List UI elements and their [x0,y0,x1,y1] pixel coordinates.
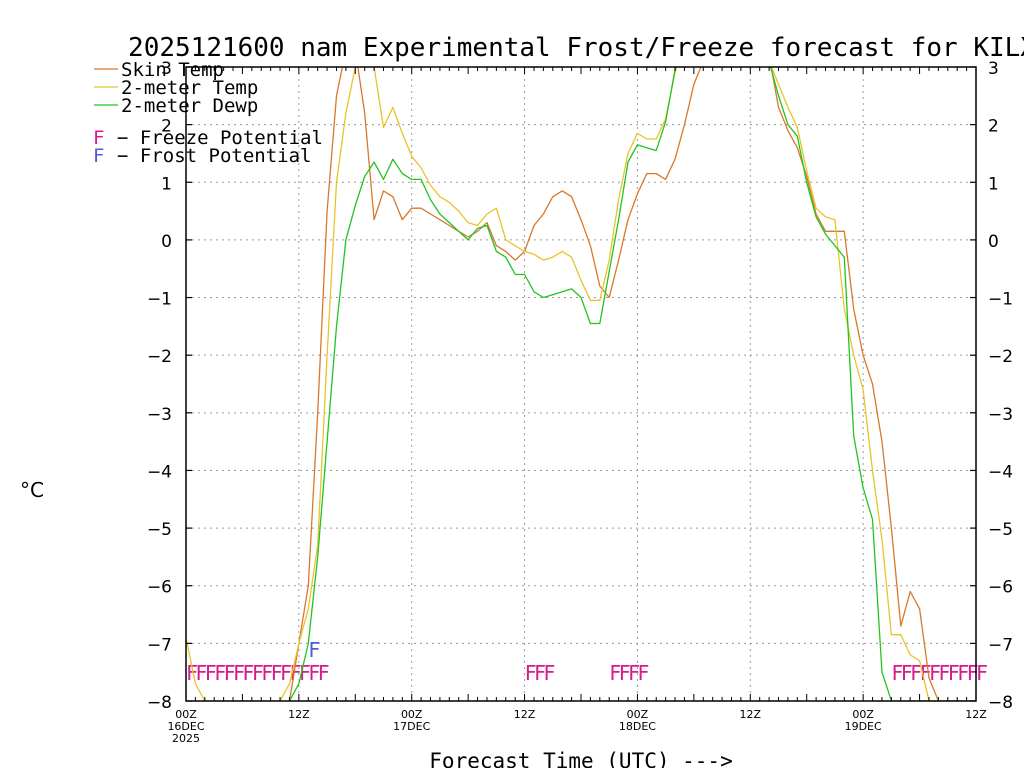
legend-freeze-glyph: F [93,127,104,149]
freeze-flag-6: F [242,661,254,685]
y-tick-label-left-11: −8 [147,693,172,713]
x-tick-label-3: 12Z [514,708,536,721]
y-tick-label-left-3: 0 [161,232,172,252]
y-tick-label-right-5: −2 [988,347,1013,367]
chart-title: 2025121600 nam Experimental Frost/Freeze… [128,33,1024,63]
y-tick-label-right-10: −7 [988,635,1013,655]
y-tick-label-right-8: −5 [988,520,1013,540]
x-tick-date-2: 17DEC [393,720,430,733]
y-tick-label-left-4: −1 [147,290,172,310]
x-tick-date-6: 19DEC [845,720,882,733]
y-tick-label-right-4: −1 [988,290,1013,310]
legend: Skin Temp 2-meter Temp 2-meter Dewp F − … [93,59,323,167]
x-tick-label-4: 00Z [627,708,649,721]
legend-label-2m-temp: 2-meter Temp [121,77,258,99]
freeze-flag-13: F [308,661,320,685]
frost-flag-0: F [308,638,320,662]
y-tick-label-left-5: −2 [147,347,172,367]
freeze-flag-31: F [976,661,988,685]
x-tick-label-2: 00Z [401,708,423,721]
y-tick-label-right-6: −3 [988,405,1013,425]
freeze-flag-1: F [195,661,207,685]
freeze-flag-28: F [948,661,960,685]
y-tick-label-left-8: −5 [147,520,172,540]
y-tick-label-left-1: 2 [161,117,172,137]
y-axis-label: °C [20,478,44,502]
x-tick-label-1: 12Z [288,708,310,721]
series-line-2-meter-dewp [288,67,929,701]
freeze-flag-29: F [957,661,969,685]
x-axis-label: Forecast Time (UTC) ---> [429,749,732,768]
series-line-2-meter-temp [186,67,976,701]
y-tick-label-left-7: −4 [147,462,172,482]
legend-frost-text: − Frost Potential [117,145,311,167]
freeze-flag-8: F [261,661,273,685]
y-tick-label-right-9: −6 [988,578,1013,598]
freeze-flag-7: F [252,661,264,685]
freeze-flag-16: F [534,661,546,685]
y-tick-label-right-2: 1 [988,174,999,194]
y-tick-label-right-7: −4 [988,462,1013,482]
freeze-flag-21: F [637,661,649,685]
x-tick-label-0: 00Z [175,708,197,721]
freeze-flag-23: F [901,661,913,685]
freeze-flag-27: F [938,661,950,685]
legend-label-2m-dewp: 2-meter Dewp [121,95,258,117]
series-lines [186,67,976,701]
freeze-flag-18: F [609,661,621,685]
x-tick-label-7: 12Z [965,708,987,721]
freeze-flag-24: F [910,661,922,685]
freeze-flag-22: F [891,661,903,685]
y-tick-label-right-0: 3 [988,59,999,79]
y-tick-label-right-3: 0 [988,232,999,252]
legend-frost-glyph: F [93,145,104,167]
freeze-flag-25: F [920,661,932,685]
y-tick-label-right-1: 2 [988,117,999,137]
legend-label-skin: Skin Temp [121,59,224,81]
y-tick-label-left-0: 3 [161,59,172,79]
y-tick-label-left-9: −6 [147,578,172,598]
y-tick-label-left-10: −7 [147,635,172,655]
freeze-flag-9: F [271,661,283,685]
freeze-flag-15: F [525,661,537,685]
freeze-flag-17: F [543,661,555,685]
y-tick-labels: 3 3 2 2 1 1 0 0 −1 −1 −2 −2 −3 −3 −4 −4 −5 −5 −6 −6 −7 −7 −8 −8 [147,59,1013,713]
freeze-flag-2: F [205,661,217,685]
y-tick-label-right-11: −8 [988,693,1013,713]
freeze-flag-5: F [233,661,245,685]
x-tick-date-0: 16DEC [167,720,204,733]
y-tick-label-left-2: 1 [161,174,172,194]
freeze-flag-14: F [318,661,330,685]
x-tick-label-5: 12Z [740,708,762,721]
freeze-flag-19: F [619,661,631,685]
grid-lines [186,67,976,701]
x-tick-date-4: 18DEC [619,720,656,733]
x-tick-year-0: 2025 [172,732,200,745]
series-line-skin-temp [288,67,976,701]
axes-frame [185,66,977,702]
freeze-flag-20: F [628,661,640,685]
freeze-flag-3: F [214,661,226,685]
y-tick-label-left-6: −3 [147,405,172,425]
freeze-flag-26: F [929,661,941,685]
freeze-flag-4: F [224,661,236,685]
freeze-flag-10: F [280,661,292,685]
x-tick-label-6: 00Z [852,708,874,721]
legend-freeze-text: − Freeze Potential [117,127,323,149]
freeze-flag-12: F [299,661,311,685]
